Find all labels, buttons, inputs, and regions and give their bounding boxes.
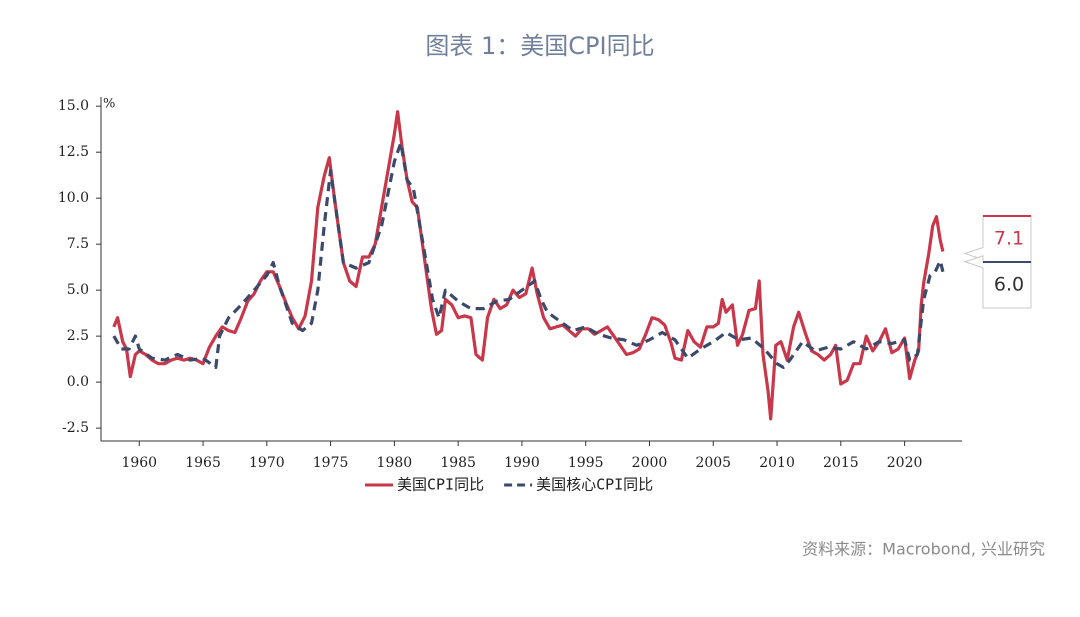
x-tick-label: 1970 (249, 455, 285, 471)
x-tick-label: 1980 (377, 455, 413, 471)
x-tick-label: 2005 (695, 455, 731, 471)
y-tick-label: -2.5 (62, 420, 89, 436)
legend-label: 美国核心CPI同比 (536, 476, 653, 494)
x-tick-label: 2015 (823, 455, 859, 471)
y-tick-label: 0.0 (67, 374, 89, 390)
x-tick-label: 2010 (759, 455, 795, 471)
series-line (112, 110, 945, 421)
x-tick-label: 1975 (313, 455, 349, 471)
callout-label: 6.0 (994, 274, 1024, 296)
x-tick-label: 1965 (185, 455, 221, 471)
callout-box (963, 255, 1032, 309)
series-line (112, 141, 945, 369)
x-tick-label: 1960 (121, 455, 157, 471)
y-unit: % (103, 97, 115, 112)
legend-label: 美国CPI同比 (397, 476, 484, 494)
y-tick-label: 10.0 (58, 190, 89, 206)
chart-title: 图表 1：美国CPI同比 (425, 32, 654, 60)
x-tick-label: 1985 (440, 455, 476, 471)
y-tick-label: 5.0 (67, 282, 89, 298)
x-tick-label: 2020 (887, 455, 923, 471)
y-tick-label: 12.5 (58, 144, 89, 160)
y-tick-label: 7.5 (67, 236, 89, 252)
y-tick-label: 15.0 (58, 98, 89, 114)
x-tick-label: 1995 (568, 455, 604, 471)
y-tick-label: 2.5 (67, 328, 89, 344)
callout-label: 7.1 (994, 228, 1024, 250)
x-tick-label: 1990 (504, 455, 540, 471)
x-tick-label: 2000 (632, 455, 668, 471)
source: 资料来源：Macrobond, 兴业研究 (802, 540, 1045, 559)
